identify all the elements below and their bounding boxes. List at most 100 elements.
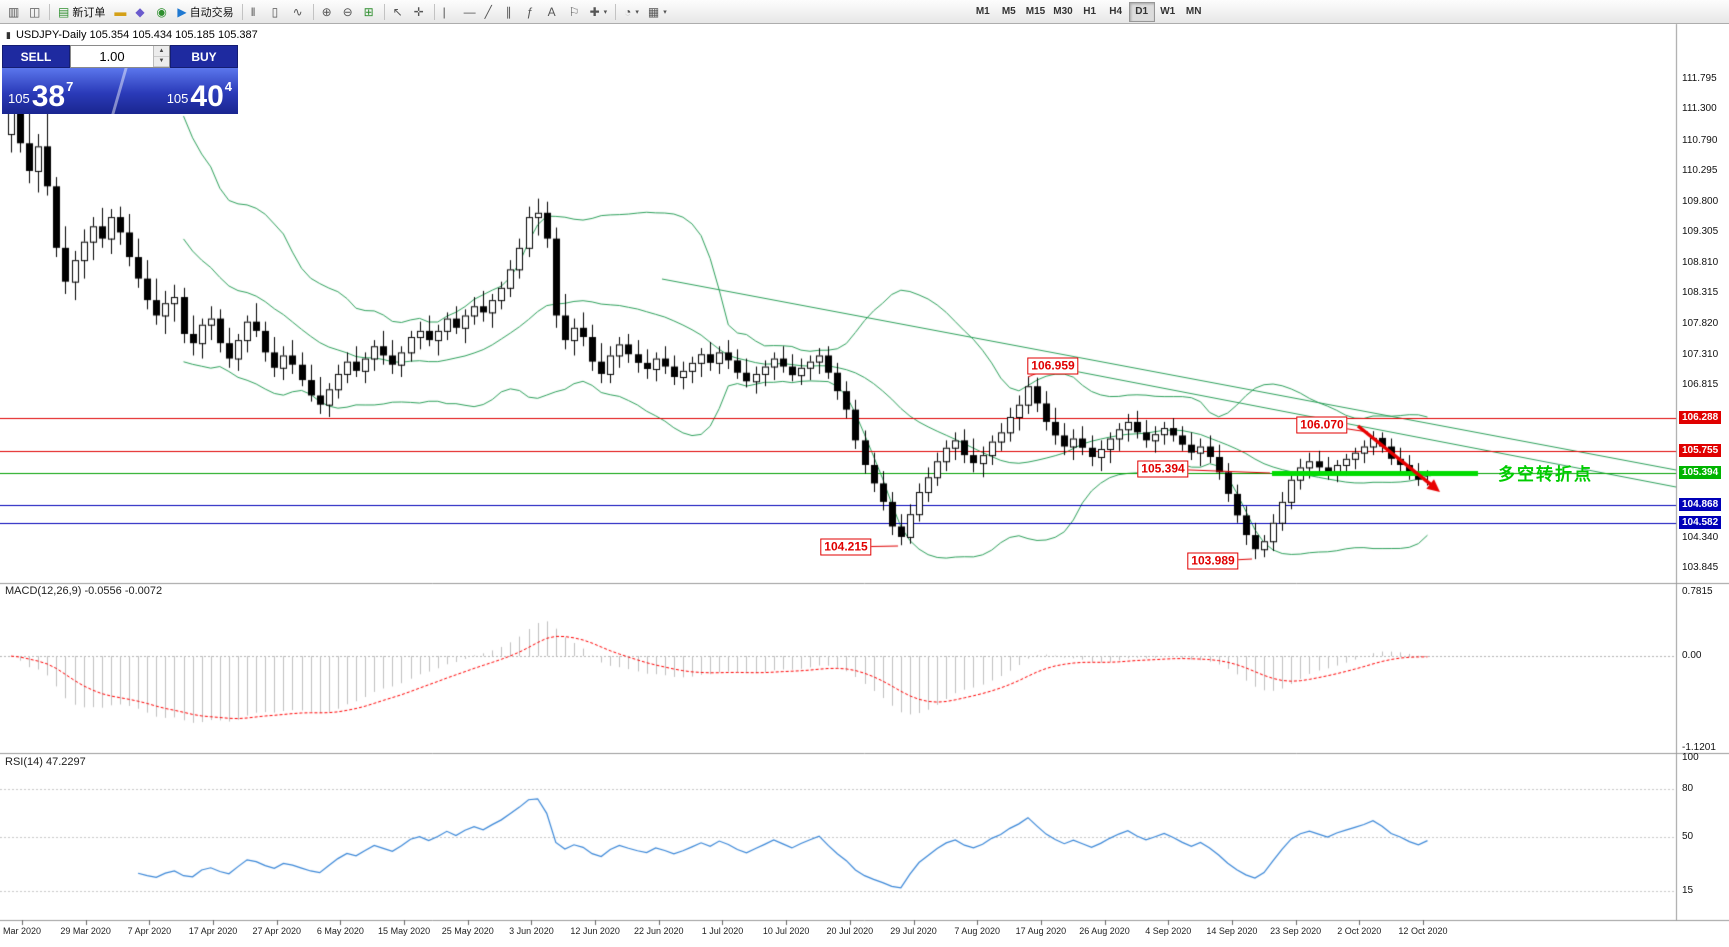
text-button[interactable]: A xyxy=(544,2,564,22)
sell-price[interactable]: 105 38 7 xyxy=(2,68,120,114)
fibonacci-button[interactable]: ƒ xyxy=(523,2,543,22)
price-axis-label: 104.340 xyxy=(1682,531,1719,543)
market-watch-button[interactable]: ◆ xyxy=(131,2,151,22)
date-axis-label: 1 Jul 2020 xyxy=(701,926,744,936)
symbol-ohlc-text: USDJPY-Daily 105.354 105.434 105.185 105… xyxy=(15,29,258,41)
date-axis-label: 7 Aug 2020 xyxy=(954,926,1000,936)
panel-resize-separator[interactable] xyxy=(0,751,1729,756)
deposit-button[interactable]: ▬ xyxy=(110,2,130,22)
date-axis-label: 12 Oct 2020 xyxy=(1398,926,1448,936)
price-axis-label: 109.305 xyxy=(1682,226,1719,238)
line-chart-button[interactable]: ∿ xyxy=(289,2,309,22)
line-chart-icon: ∿ xyxy=(292,4,303,19)
price-level-badge: 105.755 xyxy=(1679,443,1722,457)
dropdown-caret-icon: ▾ xyxy=(663,8,667,16)
date-axis-label: 20 Jul 2020 xyxy=(826,926,874,936)
price-callout-box[interactable]: 105.394 xyxy=(1137,460,1189,478)
price-callout-box[interactable]: 104.215 xyxy=(820,538,872,556)
buy-button[interactable]: BUY xyxy=(170,45,238,68)
rsi-axis-label: 15 xyxy=(1682,885,1694,897)
price-callout-box[interactable]: 103.989 xyxy=(1187,552,1239,570)
timeframe-m30-button[interactable]: M30 xyxy=(1049,2,1076,22)
date-axis-label: 14 Sep 2020 xyxy=(1206,926,1258,936)
price-axis-label: 108.315 xyxy=(1682,287,1719,299)
zoom-out-button[interactable]: ⊖ xyxy=(339,2,359,22)
timeframe-m5-button[interactable]: M5 xyxy=(996,2,1022,22)
channel-button[interactable]: ∥ xyxy=(502,2,522,22)
price-level-badge: 104.582 xyxy=(1679,515,1722,529)
tile-windows-button[interactable]: ⊞ xyxy=(360,2,380,22)
timeframe-d1-button[interactable]: D1 xyxy=(1128,1,1155,22)
toolbar-separator xyxy=(433,3,435,20)
chart-note-text[interactable]: 多空转折点 xyxy=(1498,465,1593,484)
price-axis-label: 110.295 xyxy=(1682,165,1718,177)
label-icon: ⚐ xyxy=(568,4,580,19)
bar-chart-button[interactable]: ‖ xyxy=(247,2,267,22)
crosshair-button[interactable]: ✛ xyxy=(410,2,430,22)
timeframe-m15-button[interactable]: M15 xyxy=(1022,2,1049,22)
candlestick-chart-button[interactable]: ▯ xyxy=(268,2,288,22)
dropdown-caret-icon: ▾ xyxy=(603,8,608,16)
rsi-indicator-label: RSI(14) 47.2297 xyxy=(5,756,86,768)
dropdown-caret-icon: ▾ xyxy=(635,8,639,16)
autotrading-button[interactable]: ▶ 自动交易 xyxy=(173,2,237,22)
timeframe-h1-button[interactable]: H1 xyxy=(1077,2,1103,22)
macd-axis-label: 0.7815 xyxy=(1682,586,1713,597)
timeframe-toolbar: M1 M5 M15 M30 H1 H4 D1 W1 MN xyxy=(970,1,1207,22)
price-axis-label: 109.800 xyxy=(1682,195,1719,207)
lot-increase-button[interactable]: ▲ xyxy=(154,46,169,57)
date-axis-label: 17 Aug 2020 xyxy=(1015,926,1067,936)
price-level-badge: 104.868 xyxy=(1679,498,1722,512)
label-button[interactable]: ⚐ xyxy=(565,2,585,22)
market-watch-icon: ◆ xyxy=(135,4,145,19)
timeframe-w1-button[interactable]: W1 xyxy=(1155,2,1181,22)
data-window-button[interactable]: ◉ xyxy=(152,2,172,22)
new-chart-button[interactable]: ▥ xyxy=(4,2,24,22)
lot-decrease-button[interactable]: ▼ xyxy=(154,56,169,67)
price-callout-box[interactable]: 106.070 xyxy=(1296,416,1348,434)
price-axis-label: 110.790 xyxy=(1682,134,1718,146)
price-axis-label: 107.820 xyxy=(1682,317,1719,329)
sell-price-main: 38 xyxy=(31,79,66,113)
cursor-button[interactable]: ↖ xyxy=(389,2,409,22)
timeframe-m1-button[interactable]: M1 xyxy=(970,2,996,22)
vertical-line-button[interactable]: | xyxy=(439,2,459,22)
toolbar-separator xyxy=(312,3,314,20)
buy-price[interactable]: 105 40 4 xyxy=(120,68,238,114)
toolbar-separator xyxy=(383,3,385,20)
vertical-line-icon: | xyxy=(442,4,446,19)
buy-price-main: 40 xyxy=(190,79,224,113)
lot-size-input[interactable] xyxy=(71,46,153,67)
price-callout-box[interactable]: 106.959 xyxy=(1027,357,1079,375)
new-order-button[interactable]: ▤ 新订单 xyxy=(54,2,109,22)
panel-resize-separator[interactable] xyxy=(0,581,1729,586)
trendline-button[interactable]: ╱ xyxy=(481,2,501,22)
date-axis-label: 3 Jun 2020 xyxy=(509,926,554,936)
date-axis-label: 29 Jul 2020 xyxy=(890,926,937,936)
lot-stepper: ▲ ▼ xyxy=(153,46,169,67)
zoom-in-button[interactable]: ⊕ xyxy=(318,2,338,22)
date-axis-label: 23 Sep 2020 xyxy=(1270,926,1322,936)
date-axis-label: 6 May 2020 xyxy=(316,926,364,936)
price-axis-label: 111.300 xyxy=(1682,103,1717,115)
date-axis-label: Mar 2020 xyxy=(2,926,42,936)
shapes-button[interactable]: ✚ ▾ xyxy=(586,2,612,22)
timeframe-h4-button[interactable]: H4 xyxy=(1103,2,1129,22)
horizontal-line-icon: — xyxy=(463,4,476,19)
price-level-badge: 105.394 xyxy=(1679,465,1722,479)
template-button[interactable]: ▦ ▾ xyxy=(644,2,671,22)
rsi-axis-label: 80 xyxy=(1682,783,1694,795)
sell-button[interactable]: SELL xyxy=(2,45,70,68)
price-level-badge: 106.288 xyxy=(1679,410,1722,424)
channel-icon: ∥ xyxy=(505,4,512,19)
date-axis-label: 22 Jun 2020 xyxy=(634,926,684,936)
period-button[interactable]: ◔ ▾ xyxy=(620,2,643,22)
date-axis-label: 25 May 2020 xyxy=(441,926,494,936)
timeframe-mn-button[interactable]: MN xyxy=(1181,2,1207,22)
chart-profiles-button[interactable]: ◫ xyxy=(25,2,45,22)
bid-ask-display[interactable]: 105 38 7 105 40 4 xyxy=(2,68,238,114)
price-axis-label: 106.815 xyxy=(1682,379,1719,391)
horizontal-line-button[interactable]: — xyxy=(460,2,480,22)
sell-price-prefix: 105 xyxy=(8,91,30,106)
